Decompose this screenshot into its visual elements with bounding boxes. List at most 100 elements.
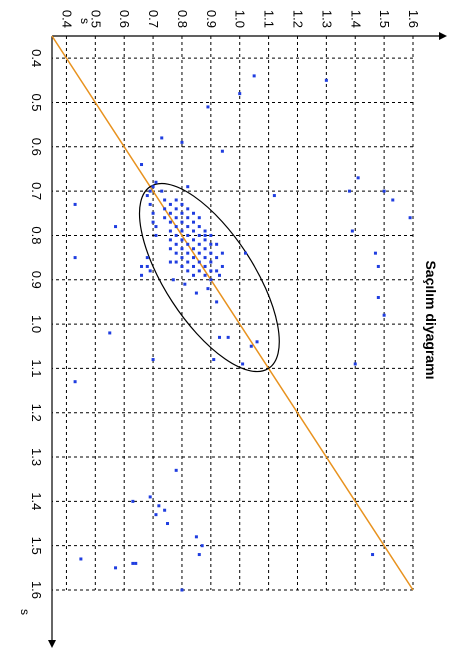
- data-point: [160, 136, 164, 140]
- data-point: [197, 233, 201, 237]
- y-tick-label: 0.8: [175, 10, 190, 28]
- data-point: [154, 233, 158, 237]
- data-point: [356, 176, 360, 180]
- data-point: [203, 238, 207, 242]
- data-point: [186, 225, 190, 229]
- data-point: [163, 216, 167, 220]
- data-point: [206, 287, 210, 291]
- data-point: [180, 247, 184, 251]
- data-point: [252, 74, 256, 78]
- data-point: [154, 225, 158, 229]
- data-point: [168, 247, 172, 251]
- x-tick-label: 0.8: [29, 226, 44, 244]
- data-point: [145, 264, 149, 268]
- reference-line-layer: [51, 35, 414, 591]
- x-tick-label: 1.2: [29, 404, 44, 422]
- data-point: [174, 242, 178, 246]
- data-point: [186, 185, 190, 189]
- data-point: [215, 242, 219, 246]
- data-point: [215, 269, 219, 273]
- data-point: [174, 216, 178, 220]
- y-tick-label: 1.1: [262, 10, 277, 28]
- data-point: [186, 260, 190, 264]
- data-point: [382, 189, 386, 193]
- data-point: [215, 256, 219, 260]
- data-point: [192, 220, 196, 224]
- data-point: [73, 380, 77, 384]
- data-point: [376, 264, 380, 268]
- data-point: [140, 163, 144, 167]
- data-point: [166, 522, 170, 526]
- data-point: [174, 207, 178, 211]
- data-point: [168, 238, 172, 242]
- data-point: [212, 358, 216, 362]
- data-point: [163, 198, 167, 202]
- data-point: [163, 508, 167, 512]
- data-point: [73, 202, 77, 206]
- data-point: [203, 264, 207, 268]
- data-point: [197, 251, 201, 255]
- data-point: [373, 251, 377, 255]
- data-point: [186, 251, 190, 255]
- data-point: [157, 504, 161, 508]
- x-tick-label: 1.3: [29, 448, 44, 466]
- data-point: [163, 207, 167, 211]
- data-point: [168, 229, 172, 233]
- data-point: [192, 264, 196, 268]
- data-point: [350, 229, 354, 233]
- data-point: [174, 225, 178, 229]
- data-point: [145, 256, 149, 260]
- data-point: [174, 260, 178, 264]
- data-point: [353, 362, 357, 366]
- data-point: [180, 264, 184, 268]
- data-point: [192, 256, 196, 260]
- data-point: [148, 269, 152, 273]
- data-point: [174, 198, 178, 202]
- data-point: [168, 211, 172, 215]
- data-point: [209, 260, 213, 264]
- data-point: [218, 335, 222, 339]
- y-tick-label: 0.6: [117, 10, 132, 28]
- y-axis-label: s: [78, 18, 92, 24]
- data-point: [151, 211, 155, 215]
- grid: [52, 36, 414, 591]
- data-point: [186, 269, 190, 273]
- data-point: [114, 225, 118, 229]
- data-point: [371, 553, 375, 557]
- data-point: [174, 233, 178, 237]
- data-point: [220, 264, 224, 268]
- data-point: [134, 561, 138, 565]
- data-point: [180, 220, 184, 224]
- data-point: [197, 260, 201, 264]
- data-point: [168, 202, 172, 206]
- data-point: [186, 242, 190, 246]
- data-point: [148, 189, 152, 193]
- x-tick-label: 0.7: [29, 182, 44, 200]
- data-point: [192, 247, 196, 251]
- data-point: [154, 513, 158, 517]
- data-point: [186, 216, 190, 220]
- data-point: [151, 185, 155, 189]
- y-tick-label: 0.7: [146, 10, 161, 28]
- data-point: [108, 331, 112, 335]
- data-point: [347, 189, 351, 193]
- x-tick-label: 1.5: [29, 537, 44, 555]
- y-tick-label: 1.4: [348, 10, 363, 28]
- data-point: [154, 180, 158, 184]
- data-point: [197, 242, 201, 246]
- data-point: [148, 202, 152, 206]
- data-point: [203, 233, 207, 237]
- chart-title: Saçılım diyagramı: [423, 260, 439, 379]
- data-point: [209, 233, 213, 237]
- data-point: [238, 92, 242, 96]
- data-point: [151, 220, 155, 224]
- data-point: [114, 566, 118, 570]
- data-point: [194, 535, 198, 539]
- data-point: [79, 557, 83, 561]
- data-point: [148, 495, 152, 499]
- y-tick-label: 1.6: [406, 10, 421, 28]
- data-point: [241, 362, 245, 366]
- data-point: [408, 216, 412, 220]
- data-point: [192, 211, 196, 215]
- x-tick-label: 0.4: [29, 49, 44, 67]
